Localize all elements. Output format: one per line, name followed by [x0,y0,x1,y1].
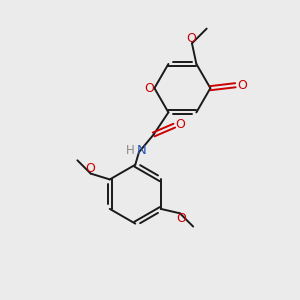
Text: H: H [126,144,134,157]
Text: O: O [237,79,247,92]
Text: O: O [187,32,196,44]
Text: O: O [144,82,154,95]
Text: O: O [85,162,95,175]
Text: O: O [175,118,185,131]
Text: O: O [176,212,186,225]
Text: N: N [137,144,147,157]
